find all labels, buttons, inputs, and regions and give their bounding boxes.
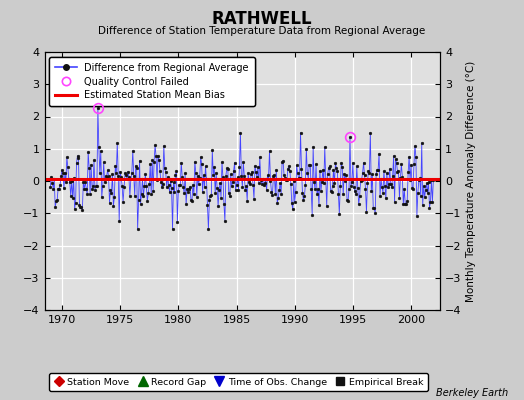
- Text: RATHWELL: RATHWELL: [212, 10, 312, 28]
- Legend: Station Move, Record Gap, Time of Obs. Change, Empirical Break: Station Move, Record Gap, Time of Obs. C…: [49, 373, 428, 391]
- Text: Berkeley Earth: Berkeley Earth: [436, 388, 508, 398]
- Text: Difference of Station Temperature Data from Regional Average: Difference of Station Temperature Data f…: [99, 26, 425, 36]
- Y-axis label: Monthly Temperature Anomaly Difference (°C): Monthly Temperature Anomaly Difference (…: [466, 60, 476, 302]
- Legend: Difference from Regional Average, Quality Control Failed, Estimated Station Mean: Difference from Regional Average, Qualit…: [49, 57, 255, 106]
